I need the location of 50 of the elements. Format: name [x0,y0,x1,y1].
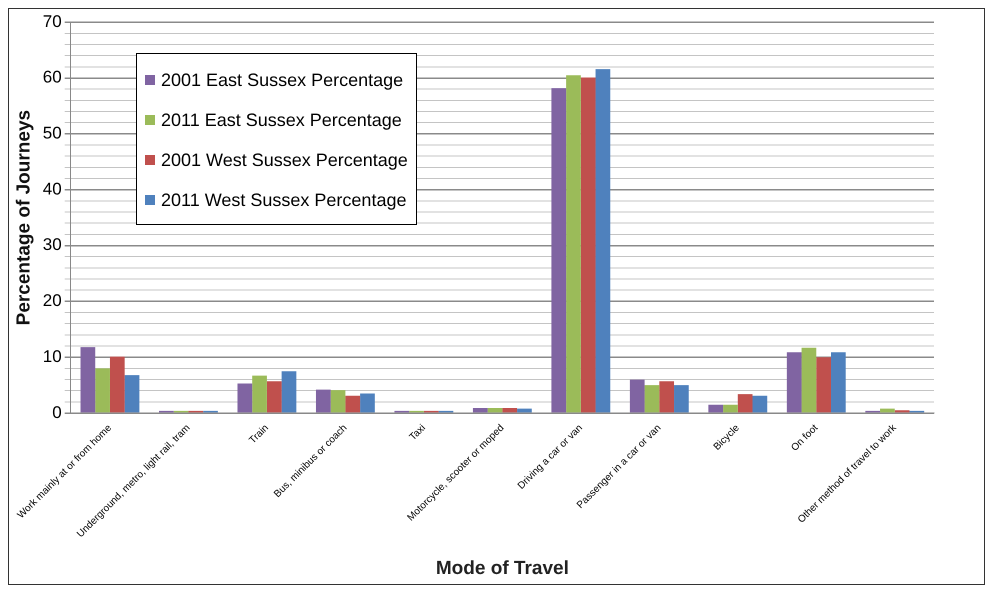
bar [488,408,502,412]
y-tick-label: 0 [52,402,62,422]
x-axis-title: Mode of Travel [436,558,569,579]
bar [580,77,596,412]
bar [330,390,346,412]
bar [282,371,296,412]
bar [95,368,110,412]
y-tick-label: 70 [42,12,62,31]
bar [723,404,738,412]
bar [502,408,518,412]
bar [880,408,895,412]
bar [644,385,660,412]
bar [110,356,125,412]
y-tick-label: 30 [42,235,62,254]
bar [816,357,831,412]
bar [786,352,802,412]
bar [630,380,645,412]
y-tick-label: 40 [42,179,62,198]
bar [596,69,610,412]
bar [674,385,689,412]
y-tick-label: 50 [42,124,62,143]
bar [738,394,753,412]
bar [472,408,488,412]
y-tick-label: 10 [42,346,62,366]
bar [551,88,566,412]
y-tick-label: 60 [42,68,62,87]
legend-label: 2001 East Sussex Percentage [161,70,404,90]
y-tick-label: 20 [42,291,62,310]
bar [237,383,252,412]
bar [345,396,360,412]
x-tick-label: Train [247,422,271,446]
bar [830,352,846,412]
bar [708,404,724,412]
x-tick-label: Taxi [408,422,428,443]
y-axis-title: Percentage of Journeys [14,110,35,326]
bar [802,348,816,412]
bar [566,75,581,412]
bar [124,375,140,412]
bar [316,390,331,412]
legend-label: 2011 East Sussex Percentage [161,110,402,130]
bar [252,376,267,412]
legend-label: 2011 West Sussex Percentage [161,190,406,210]
bar [659,381,674,412]
bar [80,347,96,412]
x-tick-label: On foot [789,422,820,454]
bar [517,408,532,412]
bar [360,394,375,412]
legend-label: 2001 West Sussex Percentage [161,150,408,170]
bar [266,381,282,412]
bar [752,396,768,412]
